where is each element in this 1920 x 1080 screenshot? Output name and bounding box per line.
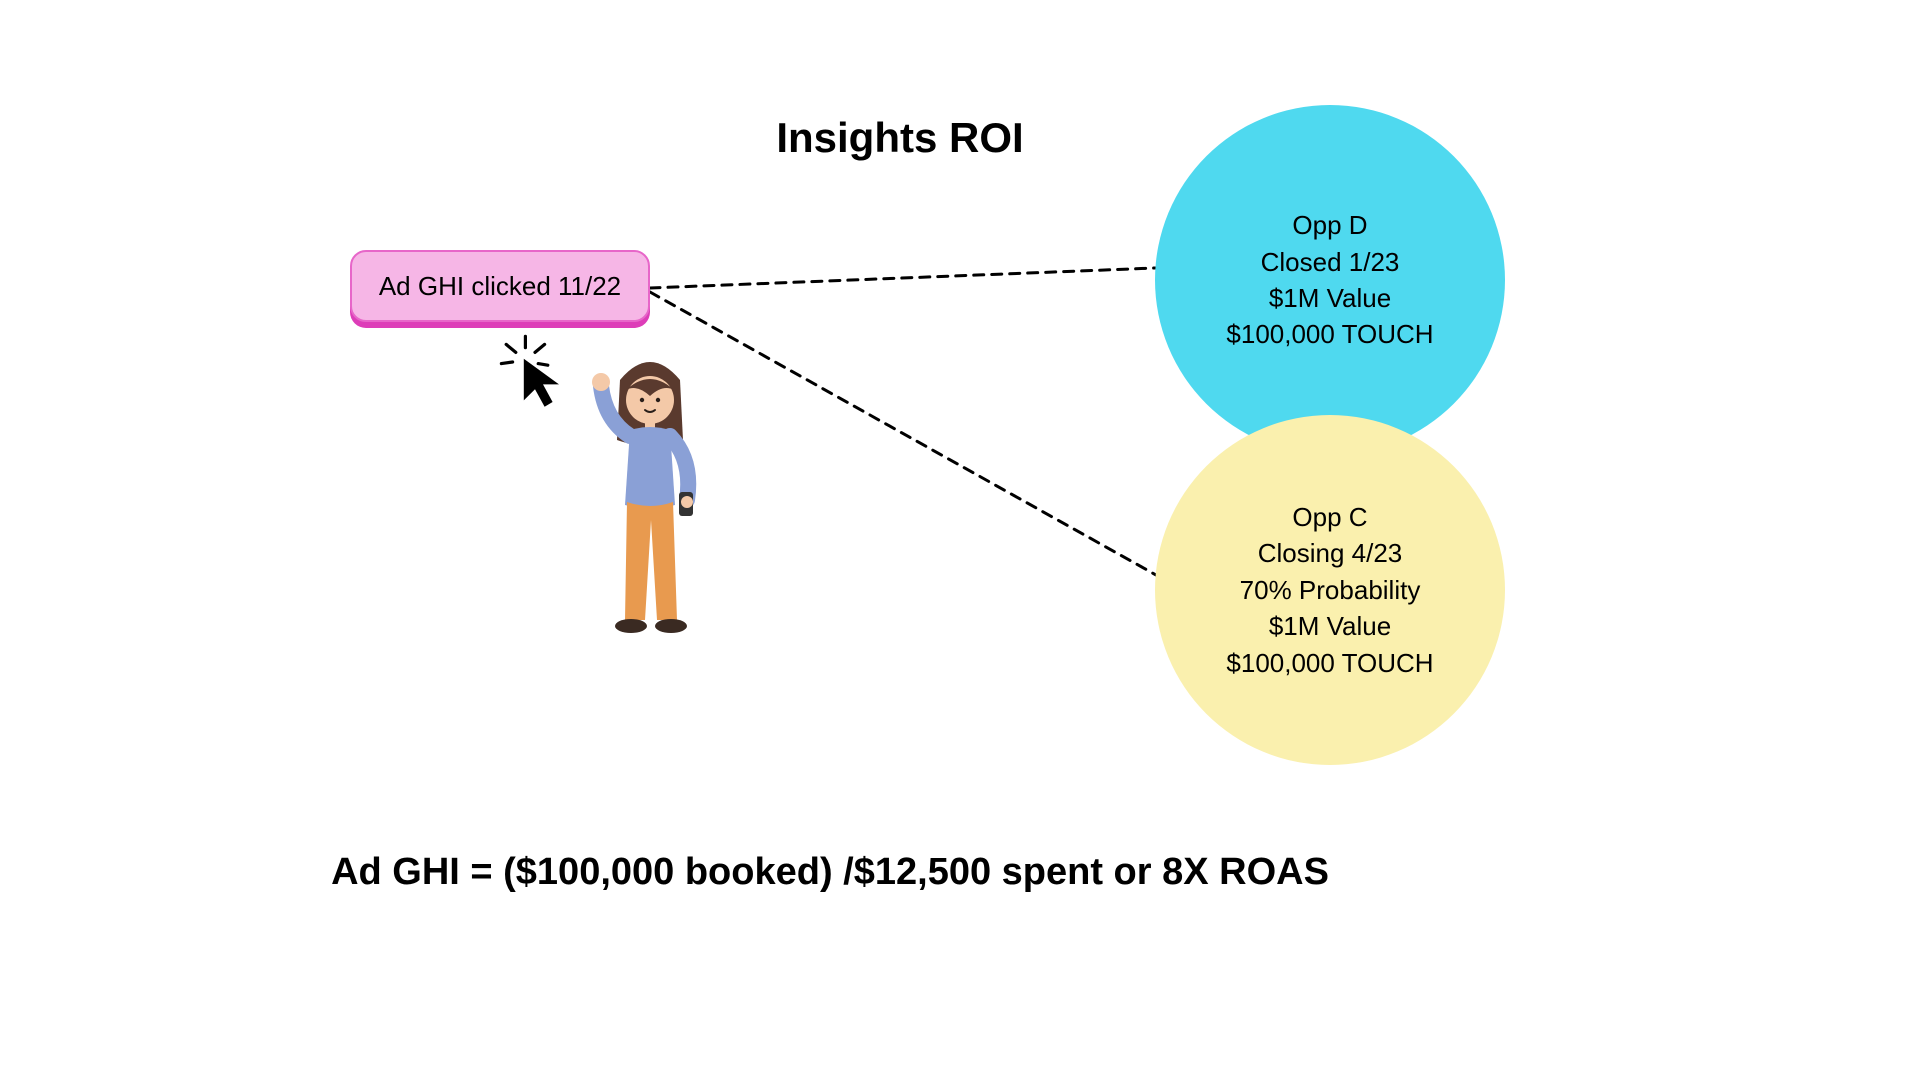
- ad-chip: Ad GHI clicked 11/22: [350, 250, 650, 322]
- circle-line: 70% Probability: [1240, 572, 1421, 608]
- connector-lines: [0, 0, 1920, 1080]
- circle-line: $100,000 TOUCH: [1226, 645, 1433, 681]
- circle-line: Closed 1/23: [1261, 244, 1400, 280]
- person-illustration: [575, 350, 725, 655]
- page-title: Insights ROI: [600, 114, 1200, 162]
- circle-line: Closing 4/23: [1258, 535, 1403, 571]
- circle-line: Opp C: [1292, 499, 1367, 535]
- cursor-click-icon: [495, 330, 575, 415]
- circle-line: $1M Value: [1269, 608, 1391, 644]
- circle-line: $1M Value: [1269, 280, 1391, 316]
- circle-line: $100,000 TOUCH: [1226, 316, 1433, 352]
- ad-chip-label: Ad GHI clicked 11/22: [379, 271, 621, 302]
- roas-summary: Ad GHI = ($100,000 booked) /$12,500 spen…: [230, 851, 1430, 894]
- circle-line: Opp D: [1292, 207, 1367, 243]
- opportunity-circle-opp-c: Opp CClosing 4/2370% Probability$1M Valu…: [1155, 415, 1505, 765]
- infographic-stage: Insights ROI Ad GHI clicked 11/22 Opp DC…: [0, 0, 1920, 1080]
- opportunity-circle-opp-d: Opp DClosed 1/23$1M Value$100,000 TOUCH: [1155, 105, 1505, 455]
